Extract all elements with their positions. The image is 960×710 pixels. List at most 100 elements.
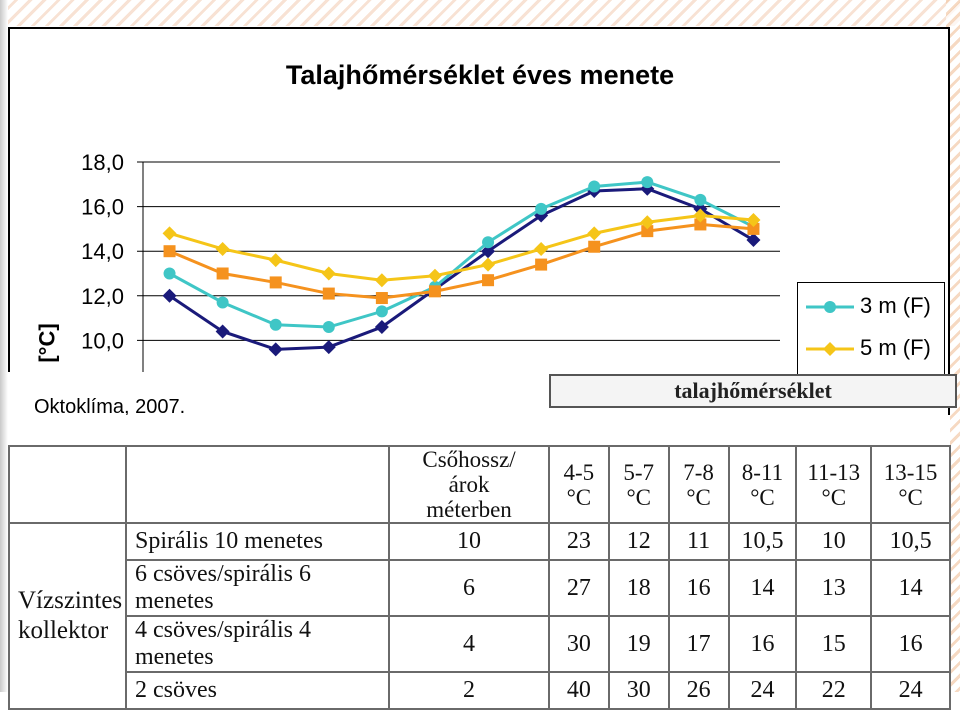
row-name: 6 csöves/spirális 6 menetes [124,559,391,617]
legend-label-3m: 3 m (F) [860,293,931,318]
table-cell: 12 [607,522,670,561]
data-point [322,321,335,334]
table-cell: 30 [547,615,610,673]
table-cell: 16 [667,559,730,617]
table-cell: 19 [607,615,670,673]
data-point [321,340,336,355]
header-temp-range: 5-7 °C [607,445,670,524]
data-point [163,245,176,258]
table-cell: 10 [388,522,550,561]
table-cell: 22 [795,671,873,710]
table-row: 6 csöves/spirális 6 menetes 6 27 18 16 1… [9,559,951,617]
table-cell: 10,5 [727,522,798,561]
table-cell: 4 [388,615,550,673]
data-point [693,208,708,223]
data-point [216,296,229,309]
table-cell: 2 [388,671,550,710]
data-point [162,226,177,241]
table-title: talajhőmérséklet [674,378,832,403]
table-cell: 15 [795,615,873,673]
background-stripes-top [0,0,960,26]
table-cell: 10 [795,522,873,561]
header-pipe-length: Csőhossz/árok méterben [388,445,550,524]
data-point [746,233,761,248]
data-point [535,258,548,271]
table-cell: 14 [870,559,951,617]
data-point [746,212,761,227]
row-name: 2 csöves [124,671,391,710]
table-title-box: talajhőmérséklet [549,374,957,408]
table-cell: 30 [607,671,670,710]
series-line [168,222,754,300]
table-cell: 40 [547,671,610,710]
header-empty-2 [124,445,391,524]
data-point [427,268,442,283]
data-point [481,257,496,272]
table-header-row: Csőhossz/árok méterben 4-5 °C 5-7 °C 7-8… [8,445,951,524]
data-point [269,276,282,289]
data-point [482,236,495,249]
data-point [216,267,229,280]
data-point [321,266,336,281]
table-cell: 16 [727,615,798,673]
header-temp-range: 13-15 °C [870,445,951,524]
table-cell: 16 [870,615,951,673]
data-point [428,285,441,298]
data-point [163,267,176,280]
data-point [535,202,548,215]
table-cell: 23 [547,522,610,561]
header-temp-range: 8-11 °C [727,445,798,524]
data-point [588,240,601,253]
data-point [587,226,602,241]
data-point [269,318,282,331]
table-cell: 26 [667,671,730,710]
row-group-label: Vízszintes kollektor [8,522,127,710]
table-row: Vízszintes kollektor Spirális 10 menetes… [8,522,951,710]
table-cell: 27 [547,559,610,617]
data-point [694,218,707,231]
data-point [162,288,177,303]
source-citation: Oktoklíma, 2007. [34,396,186,418]
data-point [588,180,601,193]
table-cell: 18 [607,559,670,617]
data-point [215,241,230,256]
data-point [268,342,283,357]
table-cell: 24 [870,671,951,710]
table-cell: 6 [388,559,550,617]
table-cell: 24 [727,671,798,710]
table-cell: 13 [795,559,873,617]
data-point [375,305,388,318]
table-cell: 11 [667,522,730,561]
legend-marker-5m [806,342,854,356]
header-temp-range: 7-8 °C [667,445,730,524]
table-row: 2 csöves 2 40 30 26 24 22 24 [9,671,951,710]
data-point [268,253,283,268]
background-edge-left [0,0,8,692]
data-point [641,225,654,238]
data-point [375,292,388,305]
line-chart: 10,0 12,0 14,0 16,0 18,0 [81,150,780,372]
table-row: 4 csöves/spirális 4 menetes 4 30 19 17 1… [9,615,951,673]
series-line [169,214,754,282]
collector-table: Csőhossz/árok méterben 4-5 °C 5-7 °C 7-8… [8,445,951,710]
data-point [534,241,549,256]
y-tick-label: 10,0 [81,328,124,353]
series-line [168,180,755,329]
y-tick-label: 14,0 [81,239,124,264]
data-point [640,215,655,230]
data-point [322,287,335,300]
chart-title: Talajhőmérséklet éves menete [285,60,675,90]
row-name: Spirális 10 menetes [124,522,391,561]
chart-legend: 3 m (F) 5 m (F) [797,282,945,382]
table-cell: 14 [727,559,798,617]
header-temp-range: 11-13 °C [795,445,873,524]
data-point [747,222,760,235]
y-tick-label: 18,0 [81,150,124,175]
table-cell: 17 [667,615,730,673]
table-cell: 10,5 [870,522,951,561]
legend-label-5m: 5 m (F) [860,335,931,360]
data-point [215,324,230,339]
data-point [481,244,496,259]
legend-marker-3m [806,301,854,313]
y-tick-label: 12,0 [81,284,124,309]
